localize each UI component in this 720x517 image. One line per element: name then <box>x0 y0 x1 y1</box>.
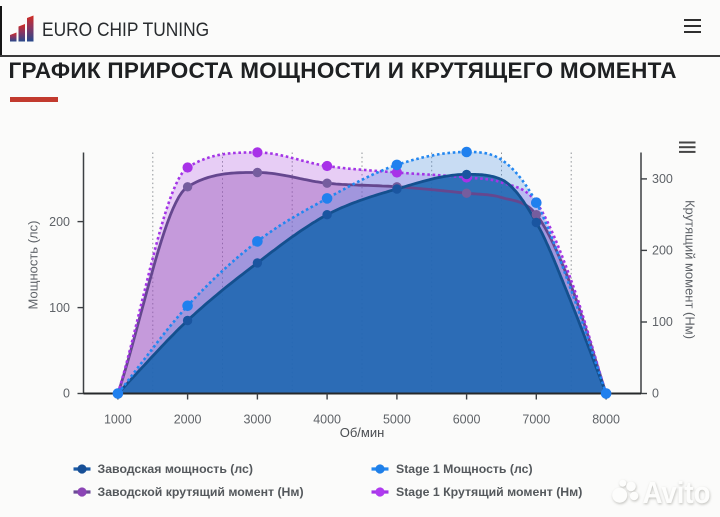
svg-text:200: 200 <box>49 215 70 229</box>
svg-text:100: 100 <box>652 315 673 329</box>
svg-text:0: 0 <box>652 387 659 401</box>
svg-text:Об/мин: Об/мин <box>340 425 385 440</box>
svg-text:1000: 1000 <box>104 413 132 427</box>
svg-text:0: 0 <box>63 387 70 401</box>
svg-text:300: 300 <box>652 172 673 186</box>
svg-text:Avito: Avito <box>643 475 711 510</box>
svg-text:7000: 7000 <box>522 413 550 427</box>
svg-text:4000: 4000 <box>313 413 341 427</box>
svg-text:2000: 2000 <box>174 413 202 427</box>
svg-text:100: 100 <box>49 301 70 315</box>
svg-text:200: 200 <box>652 244 673 258</box>
svg-text:3000: 3000 <box>243 413 271 427</box>
svg-text:Крутящий момент (Нм): Крутящий момент (Нм) <box>683 200 698 339</box>
svg-text:5000: 5000 <box>383 413 411 427</box>
svg-text:6000: 6000 <box>453 413 481 427</box>
svg-text:8000: 8000 <box>592 413 620 427</box>
svg-text:Мощность (лс): Мощность (лс) <box>26 221 41 310</box>
